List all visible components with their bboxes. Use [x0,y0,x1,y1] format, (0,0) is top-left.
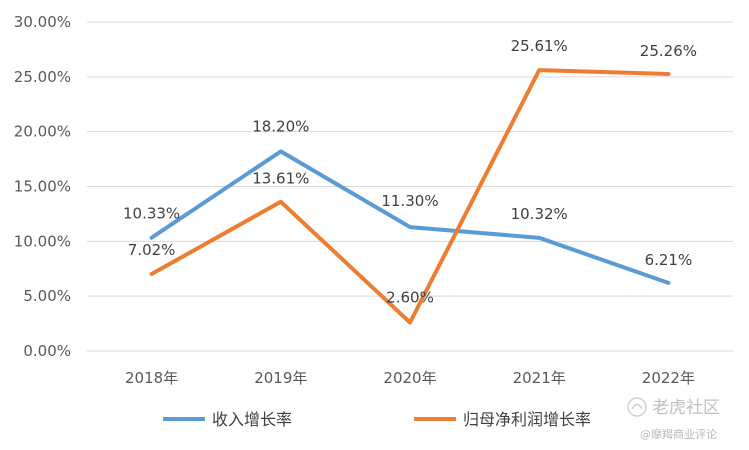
gridlines [87,21,733,352]
y-tick-label: 30.00% [14,13,71,31]
data-label: 13.61% [252,170,309,188]
x-tick-label: 2018年 [125,369,178,387]
data-label: 11.30% [381,192,438,210]
y-tick-label: 0.00% [23,342,71,360]
legend-label-revenue-growth: 收入增长率 [212,410,292,429]
data-label: 7.02% [128,241,176,259]
watermark-brand: 老虎社区 [652,398,720,418]
watermark-author: @摩羯商业评论 [640,427,717,441]
data-label: 2.60% [386,288,434,306]
y-tick-label: 15.00% [14,178,71,196]
tiger-logo-icon [627,397,647,417]
data-label: 6.21% [645,251,693,269]
data-label: 25.61% [511,37,568,55]
y-tick-label: 20.00% [14,123,71,141]
series-lines [149,68,671,325]
data-label: 10.32% [511,205,568,223]
data-label: 18.20% [252,117,309,135]
watermark: 老虎社区 @摩羯商业评论 [627,397,720,441]
x-tick-label: 2022年 [642,369,695,387]
y-tick-label: 5.00% [23,287,71,305]
data-labels: 10.33% 18.20% 11.30% 10.32% 6.21% 7.02% 13.61%… [123,37,697,306]
x-tick-label: 2019年 [254,369,307,387]
series-line-0 [149,149,671,285]
x-axis-ticks: 2018年 2019年 2020年 2021年 2022年 [125,369,695,387]
data-label: 25.26% [640,42,697,60]
series-line-1 [149,68,671,325]
legend-label-net-profit-growth: 归母净利润增长率 [463,410,591,429]
y-axis-ticks: 0.00% 5.00% 10.00% 15.00% 20.00% 25.00% 30.00% [14,13,71,360]
data-label: 10.33% [123,205,180,223]
y-tick-label: 25.00% [14,68,71,86]
legend: 收入增长率 归母净利润增长率 [163,410,591,429]
x-tick-label: 2021年 [513,369,566,387]
x-tick-label: 2020年 [383,369,436,387]
y-tick-label: 10.00% [14,232,71,250]
